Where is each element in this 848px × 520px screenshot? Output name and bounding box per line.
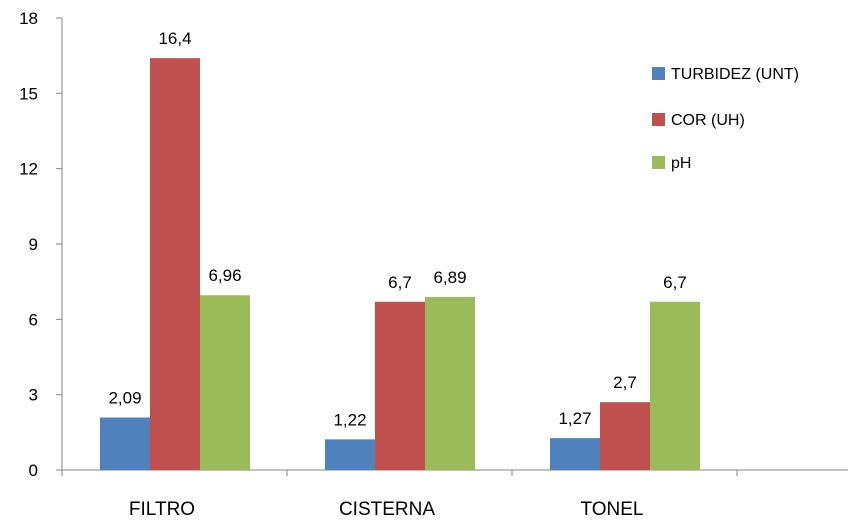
legend-swatch — [652, 113, 665, 126]
legend: TURBIDEZ (UNT) COR (UH) pH — [652, 66, 799, 172]
x-category-label: FILTRO — [129, 499, 195, 520]
legend-label: COR (UH) — [671, 112, 745, 129]
y-tick-label: 9 — [29, 235, 38, 254]
data-label: 2,7 — [613, 373, 637, 392]
x-axis-ticks: FILTRO CISTERNA TONEL — [61, 470, 738, 520]
legend-label: pH — [671, 155, 691, 172]
y-tick-label: 12 — [19, 160, 38, 179]
legend-swatch — [652, 156, 665, 169]
y-tick-label: 6 — [29, 310, 38, 329]
bar-cor-uh-cisterna — [375, 301, 425, 470]
y-tick-label: 15 — [19, 84, 38, 103]
bars-group — [100, 58, 700, 471]
data-label: 6,96 — [208, 266, 241, 285]
data-label: 2,09 — [108, 389, 141, 408]
bar-ph-cisterna — [425, 296, 475, 470]
y-tick-label: 3 — [29, 386, 38, 405]
bar-cor-uh-tonel — [600, 402, 650, 470]
legend-swatch — [652, 67, 665, 80]
data-labels-group: 2,09 1,22 1,27 16,4 6,7 2,7 6,96 6,89 6,7 — [108, 29, 686, 429]
y-tick-label: 0 — [29, 461, 38, 480]
y-tick-label: 18 — [19, 9, 38, 28]
data-label: 1,27 — [558, 409, 591, 428]
bar-ph-filtro — [200, 295, 250, 470]
y-axis-ticks: 0 3 6 9 12 15 18 — [19, 9, 62, 480]
data-label: 1,22 — [333, 410, 366, 429]
x-category-label: TONEL — [580, 499, 643, 520]
data-label: 6,7 — [663, 273, 687, 292]
x-category-label: CISTERNA — [339, 499, 435, 520]
bar-turbidez-unt-filtro — [100, 417, 150, 470]
data-label: 6,89 — [433, 268, 466, 287]
bar-turbidez-unt-cisterna — [325, 439, 375, 470]
data-label: 6,7 — [388, 273, 412, 292]
bar-ph-tonel — [650, 301, 700, 470]
legend-label: TURBIDEZ (UNT) — [671, 66, 799, 83]
bar-turbidez-unt-tonel — [550, 438, 600, 470]
data-label: 16,4 — [158, 29, 191, 48]
bar-cor-uh-filtro — [150, 58, 200, 471]
